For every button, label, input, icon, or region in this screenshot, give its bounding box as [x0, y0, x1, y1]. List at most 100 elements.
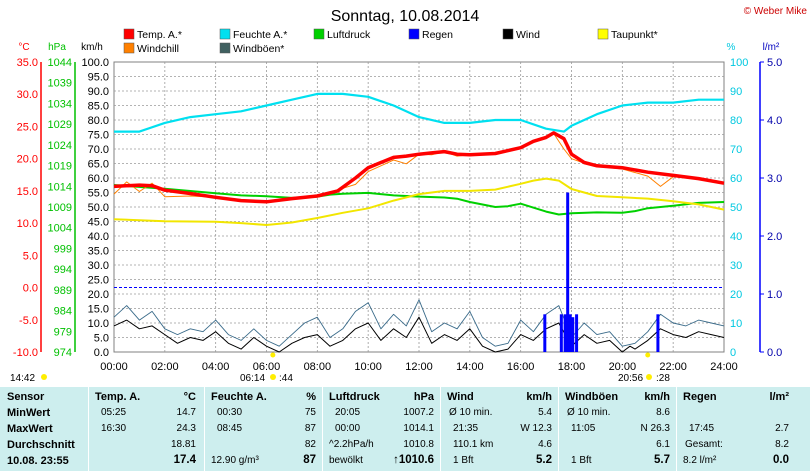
legend-swatch-3: [408, 28, 420, 40]
gusts-line: [113, 299, 725, 347]
temp-tick-7: 0.0: [23, 283, 38, 295]
pressure-header: Luftdruck: [329, 391, 380, 403]
temp-max-time: 16:30: [101, 423, 127, 434]
humidity-max-value: 87: [304, 423, 316, 434]
pressure-tick-13: 979: [54, 326, 72, 338]
humidity-tick-2: 80: [730, 115, 742, 127]
x-tick-5: 10:00: [354, 361, 382, 373]
gusts-min-label: Ø 10 min.: [567, 407, 611, 418]
wind-tick-5: 75.0: [88, 130, 109, 142]
wind-tick-20: 0.0: [94, 347, 109, 359]
row-label-min: MinWert: [7, 407, 51, 419]
rain-bar-7: [656, 314, 660, 352]
sensor-header: Sensor: [7, 391, 45, 403]
rain-tick-5: 0.0: [767, 347, 782, 359]
humidity-tick-10: 0: [730, 347, 736, 359]
pressure-line: [113, 184, 725, 216]
wind-header: Wind: [447, 391, 474, 403]
sunset-dot: [646, 374, 652, 380]
legend-label-0: Temp. A.*: [137, 29, 182, 41]
temp-tick-8: -5.0: [19, 315, 38, 327]
sunrise-marker: [270, 352, 276, 358]
wind-min-label: Ø 10 min.: [449, 407, 493, 418]
humidity-line: [114, 92, 724, 133]
wind-tick-3: 85.0: [88, 101, 109, 113]
legend-swatch-0: [123, 28, 135, 40]
wind-tick-17: 15.0: [88, 304, 109, 316]
temp-tick-5: 10.0: [17, 218, 38, 230]
legend-label-1: Feuchte A.*: [233, 29, 287, 41]
rain-bar-6: [575, 314, 579, 352]
row-label-avg: Durchschnitt: [7, 439, 75, 451]
wind-tick-7: 65.0: [88, 159, 109, 171]
rain-current-value: 0.0: [773, 454, 789, 466]
row-label-max: MaxWert: [7, 423, 53, 435]
pressure-tick-9: 999: [54, 243, 72, 255]
sunrise-time: 06:14: [240, 373, 265, 384]
humidity-column: Feuchte A. % 00:30 75 08:45 87 82 12.90 …: [205, 387, 323, 471]
wind-tick-8: 60.0: [88, 173, 109, 185]
temp-tick-4: 15.0: [17, 186, 38, 198]
wind-line: [113, 316, 725, 353]
humidity-tick-9: 10: [730, 318, 742, 330]
rain-day-total: 8.2 l/m²: [683, 455, 717, 466]
x-tick-0: 00:00: [100, 361, 128, 373]
temp-min-time: 05:25: [101, 407, 127, 418]
rain-tick-4: 1.0: [767, 289, 782, 301]
humidity-min-time: 00:30: [217, 407, 243, 418]
wind-tick-15: 25.0: [88, 275, 109, 287]
rain-bar-3: [566, 192, 570, 352]
wind-tick-6: 70.0: [88, 144, 109, 156]
pressure-tick-10: 994: [54, 264, 72, 276]
rain-header: Regen: [683, 391, 717, 403]
gusts-header: Windböen: [565, 391, 619, 403]
pressure-tick-12: 984: [54, 306, 72, 318]
x-tick-3: 06:00: [253, 361, 281, 373]
credit-label: © Weber Mike: [744, 6, 808, 17]
x-tick-10: 20:00: [609, 361, 637, 373]
temp-tick-2: 25.0: [17, 121, 38, 133]
x-tick-1: 02:00: [151, 361, 179, 373]
moon-rise-time: :44: [279, 373, 293, 384]
wind-tick-10: 50.0: [88, 202, 109, 214]
rain-bar-4: [568, 314, 572, 352]
rain-max-time: 17:45: [689, 423, 715, 434]
sensor-column: Sensor MinWert MaxWert Durchschnitt 10.0…: [0, 387, 89, 471]
humidity-avg-value: 82: [304, 439, 316, 450]
temp-tick-9: -10.0: [13, 347, 38, 359]
wind-max-time: 21:35: [453, 423, 479, 434]
wind-min-value: 5.4: [538, 407, 552, 418]
legend-swatch-7: [219, 42, 231, 54]
x-tick-12: 24:00: [710, 361, 738, 373]
pressure-current-value: ↑1010.6: [393, 454, 434, 466]
summary-table: Sensor MinWert MaxWert Durchschnitt 10.0…: [0, 387, 810, 471]
dewpoint-line: [113, 177, 725, 226]
wind-tick-11: 45.0: [88, 217, 109, 229]
pressure-max-time: 00:00: [335, 423, 361, 434]
humidity-max-time: 08:45: [217, 423, 243, 434]
wind-tick-2: 90.0: [88, 86, 109, 98]
temp-unit: °C: [183, 391, 196, 403]
rain-max-value: 2.7: [775, 423, 789, 434]
weather-chart: Sonntag, 10.08.2014 © Weber Mike Temp. A.*…: [10, 6, 808, 384]
wind-tick-4: 80.0: [88, 115, 109, 127]
temp-current-value: 17.4: [173, 454, 196, 466]
humidity-tick-7: 30: [730, 260, 742, 272]
rain-bar-5: [571, 317, 575, 352]
wind-unit-label: km/h: [81, 42, 103, 53]
humidity-tick-1: 90: [730, 86, 742, 98]
wind-run: 110.1 km: [453, 439, 494, 450]
temp-header: Temp. A.: [95, 391, 141, 403]
rain-bar-0: [543, 314, 547, 352]
pressure-tick-11: 989: [54, 285, 72, 297]
wind-current-value: 5.2: [536, 454, 552, 466]
legend-swatch-6: [123, 42, 135, 54]
temp-min-value: 14.7: [176, 407, 196, 418]
humidity-absolute: 12.90 g/m³: [211, 455, 259, 466]
pressure-tick-4: 1024: [48, 140, 72, 152]
rain-tick-2: 3.0: [767, 173, 782, 185]
wind-tick-18: 10.0: [88, 318, 109, 330]
pressure-tick-5: 1019: [48, 161, 72, 173]
temp-avg-value: 18.81: [170, 439, 196, 450]
pressure-min-time: 20:05: [335, 407, 361, 418]
